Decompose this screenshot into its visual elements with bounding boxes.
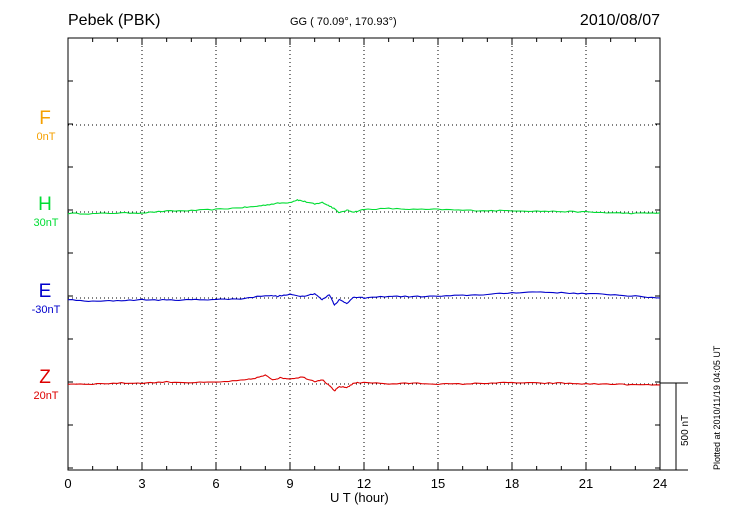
trace-e [67,291,661,306]
grid [68,38,660,470]
scale-bar [660,382,688,471]
x-tick-label: 12 [357,476,371,491]
trace-z [67,374,661,392]
x-tick-label: 15 [431,476,445,491]
plotted-timestamp: Plotted at 2010/11/19 04:05 UT [712,345,722,470]
station-coordinates: GG ( 70.09°, 170.93°) [290,16,397,28]
x-tick-label: 9 [286,476,293,491]
trace-h [67,199,661,215]
x-tick-label: 3 [138,476,145,491]
component-label-z: Z [39,367,51,388]
x-axis-ticks: 0 3 6 9 12 15 18 21 24 [64,38,667,491]
offset-label-f: 0nT [36,131,56,143]
traces [67,199,661,392]
offset-label-h: 30nT [33,217,59,229]
component-label-h: H [38,194,52,215]
scale-bar-label: 500 nT [680,414,691,446]
station-title: Pebek (PBK) [68,12,161,29]
component-label-f: F [39,108,51,129]
x-tick-label: 24 [653,476,667,491]
x-tick-label: 21 [579,476,593,491]
component-label-e: E [38,281,52,302]
x-axis-label: U T (hour) [330,490,389,505]
x-tick-label: 18 [505,476,519,491]
x-tick-label: 0 [64,476,71,491]
plot-date: 2010/08/07 [579,12,660,29]
offset-label-e: -30nT [31,304,61,316]
offset-label-z: 20nT [33,390,59,402]
x-tick-label: 6 [212,476,219,491]
